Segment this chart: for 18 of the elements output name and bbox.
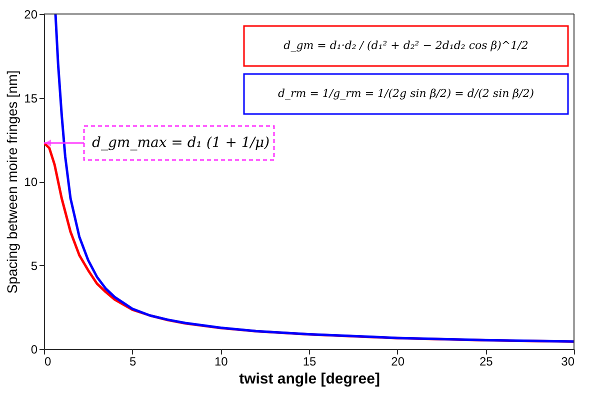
annotation: d_gm = d₁·d₂ / (d₁² + d₂² − 2d₁d₂ cos β)^1/2 xyxy=(284,39,528,52)
x-tick-label: 15 xyxy=(302,354,316,368)
y-axis-title: Spacing between moire fringes [nm] xyxy=(4,70,20,294)
y-tick-label: 10 xyxy=(24,175,38,189)
x-tick-label: 0 xyxy=(44,354,52,368)
x-tick-label: 25 xyxy=(479,354,494,368)
line-series xyxy=(54,14,574,343)
x-tick-label: 10 xyxy=(214,354,228,368)
annotation: d_rm = 1/g_rm = 1/(2g sin β/2) = d/(2 sin β/2) xyxy=(278,87,534,100)
y-tick-label: 5 xyxy=(30,258,38,273)
x-axis-title: twist angle [degree] xyxy=(239,370,380,388)
y-tick-label: 15 xyxy=(24,91,38,106)
annotation: d_gm_max = d₁ (1 + 1/μ) xyxy=(92,134,270,151)
y-tick-label: 0 xyxy=(30,342,38,356)
x-tick-label: 30 xyxy=(561,354,575,368)
x-tick-label: 20 xyxy=(391,354,405,368)
y-tick-label: 20 xyxy=(24,8,38,22)
x-tick-label: 5 xyxy=(129,354,136,368)
